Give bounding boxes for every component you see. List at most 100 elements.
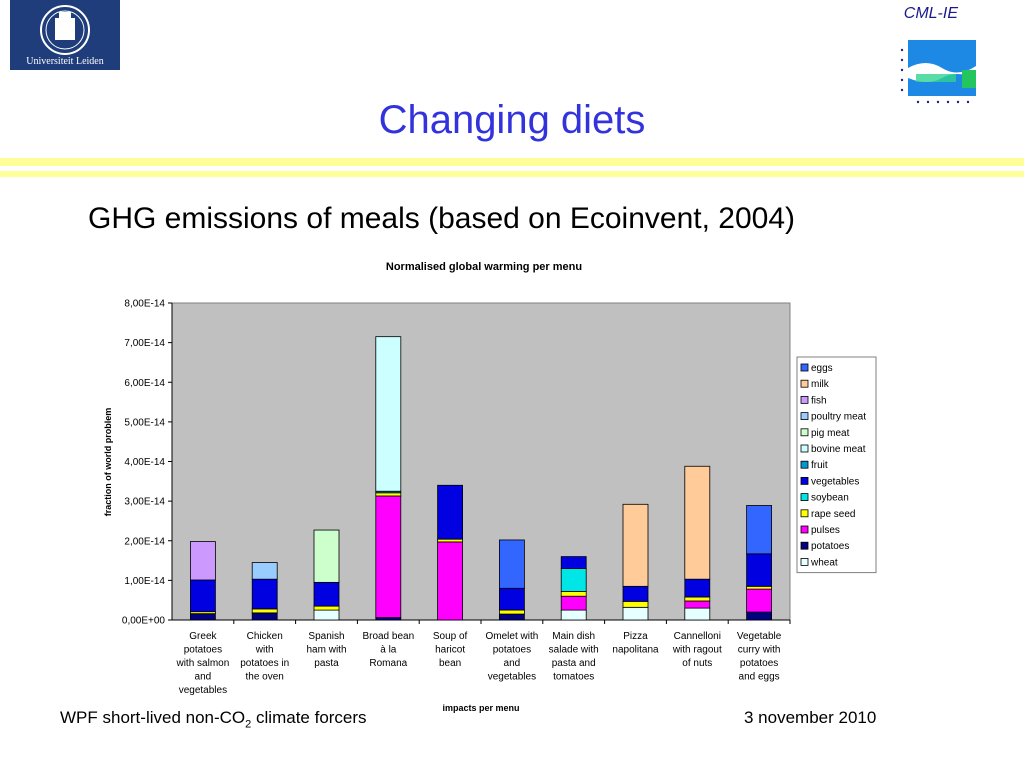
legend-label: pig meat (811, 428, 850, 439)
x-tick-label: with ragout (672, 645, 722, 656)
x-tick-label: Soup of (433, 631, 468, 642)
seal-icon (40, 5, 90, 55)
x-tick-label: Spanish (308, 631, 344, 642)
bar-segment-pulses (437, 541, 464, 621)
bar-segment-bovine-meat (375, 336, 402, 492)
y-tick-label: 4,00E-14 (124, 457, 165, 468)
divider-band-bottom (0, 171, 1024, 177)
x-tick-label: and eggs (739, 672, 780, 683)
bar-segment-vegetables (251, 578, 278, 610)
legend-swatch (800, 476, 809, 485)
bar-segment-wheat (313, 609, 340, 621)
x-tick-label: potatoes (740, 658, 778, 669)
x-tick-label: vegetables (488, 672, 536, 683)
legend-label: wheat (810, 557, 838, 568)
legend-label: fish (811, 395, 827, 406)
x-tick-label: Omelet with (486, 631, 539, 642)
bar-segment-rape-seed (746, 585, 772, 590)
x-tick-label: bean (439, 658, 461, 669)
cml-logo-icon (900, 40, 976, 104)
legend-swatch (800, 379, 809, 388)
y-tick-label: 0,00E+00 (122, 616, 166, 627)
x-tick-label: with (255, 645, 274, 656)
x-tick-label: and (195, 672, 212, 683)
x-tick-label: salade with (549, 645, 599, 656)
legend-label: poultry meat (811, 412, 866, 423)
x-axis-label: impacts per menu (442, 703, 519, 713)
y-axis-label: fraction of world problem (103, 408, 113, 517)
footer-left-main: WPF short-lived non-CO (60, 708, 246, 727)
x-tick-label: curry with (738, 645, 781, 656)
bar-segment-rape-seed (313, 605, 340, 611)
x-tick-label: the oven (246, 672, 284, 683)
bar-segment-pig-meat (313, 529, 340, 583)
legend-swatch (800, 395, 809, 404)
legend-swatch (800, 444, 809, 453)
x-tick-label: napolitana (612, 645, 659, 656)
legend-swatch (800, 460, 809, 469)
y-tick-label: 8,00E-14 (124, 299, 165, 310)
bar-segment-pulses (684, 600, 711, 609)
bar-segment-potatoes (189, 613, 216, 621)
x-tick-label: pasta and (552, 658, 596, 669)
legend-swatch (800, 509, 809, 518)
bar-segment-vegetables (622, 585, 649, 602)
x-tick-label: Chicken (247, 631, 283, 642)
bar-segment-vegetables (189, 579, 216, 613)
bar-segment-rape-seed (437, 538, 464, 543)
chart-title: Normalised global warming per menu (386, 261, 582, 273)
bar-segment-pulses (560, 595, 587, 611)
legend (796, 356, 877, 574)
legend-swatch (800, 412, 809, 421)
bar-segment-wheat (560, 609, 587, 621)
bar-segment-wheat (684, 607, 711, 621)
divider-band-top (0, 158, 1024, 166)
slide-title: Changing diets (378, 98, 646, 142)
bar-segment-vegetables (560, 556, 587, 569)
legend-swatch (800, 541, 809, 550)
legend-label: vegetables (811, 476, 859, 487)
x-tick-label: pasta (314, 658, 339, 669)
legend-label: pulses (811, 525, 840, 536)
bar-segment-wheat (622, 606, 649, 621)
x-tick-label: of nuts (682, 658, 712, 669)
legend-swatch (800, 363, 809, 372)
x-tick-label: Romana (369, 658, 407, 669)
y-tick-label: 3,00E-14 (124, 497, 165, 508)
bar-segment-eggs (746, 505, 772, 555)
bar-segment-pulses (746, 588, 772, 613)
x-tick-label: Broad bean (362, 631, 414, 642)
bar-segment-fish (189, 541, 216, 581)
bar-segment-potatoes (746, 611, 772, 621)
bar-segment-rape-seed (560, 591, 587, 597)
legend-label: potatoes (811, 541, 849, 552)
footer-left: WPF short-lived non-CO2 climate forcers (60, 708, 367, 730)
legend-label: soybean (811, 493, 849, 504)
bar-segment-milk (622, 503, 649, 587)
x-tick-label: Cannelloni (674, 631, 721, 642)
bar-segment-eggs (498, 539, 525, 589)
bar-segment-rape-seed (684, 596, 711, 602)
legend-swatch (800, 428, 809, 437)
legend-label: fruit (811, 460, 828, 471)
x-tick-label: ham with (306, 645, 346, 656)
slide-subtitle: GHG emissions of meals (based on Ecoinve… (88, 202, 796, 235)
bar-segment-rape-seed (498, 609, 525, 615)
y-tick-label: 5,00E-14 (124, 417, 165, 428)
bar-segment-vegetables (498, 587, 525, 611)
bar-segment-rape-seed (251, 608, 278, 614)
bar-segment-soybean (560, 568, 587, 592)
legend-swatch (800, 493, 809, 502)
legend-label: rape seed (811, 509, 855, 520)
y-tick-label: 6,00E-14 (124, 378, 165, 389)
legend-label: milk (811, 379, 830, 390)
x-tick-label: Greek (189, 631, 217, 642)
y-tick-label: 1,00E-14 (124, 576, 165, 587)
x-tick-label: Pizza (623, 631, 648, 642)
legend-label: bovine meat (811, 444, 866, 455)
footer-left-sub: 2 (245, 718, 252, 731)
bar-segment-potatoes (251, 612, 278, 621)
x-tick-label: potatoes in (240, 658, 289, 669)
legend-label: eggs (811, 363, 833, 374)
